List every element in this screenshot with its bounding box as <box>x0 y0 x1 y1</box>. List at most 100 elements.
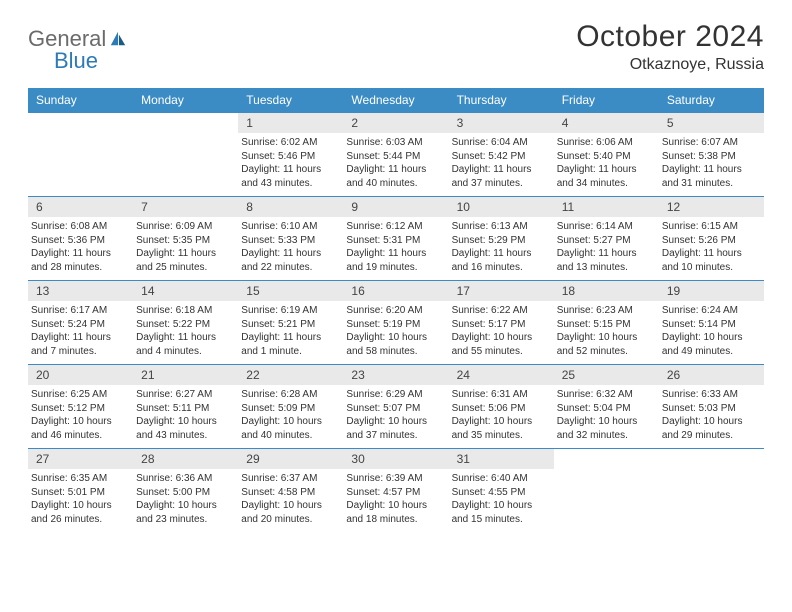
day-details: Sunrise: 6:39 AMSunset: 4:57 PMDaylight:… <box>343 469 448 529</box>
day-details: Sunrise: 6:09 AMSunset: 5:35 PMDaylight:… <box>133 217 238 277</box>
day-cell: 11Sunrise: 6:14 AMSunset: 5:27 PMDayligh… <box>554 197 659 281</box>
sunrise-line: Sunrise: 6:17 AM <box>31 304 129 318</box>
sunset-line: Sunset: 4:55 PM <box>452 486 550 500</box>
week-row: 1Sunrise: 6:02 AMSunset: 5:46 PMDaylight… <box>28 113 764 197</box>
calendar-table: SundayMondayTuesdayWednesdayThursdayFrid… <box>28 88 764 533</box>
sunrise-line: Sunrise: 6:04 AM <box>452 136 550 150</box>
day-cell: 2Sunrise: 6:03 AMSunset: 5:44 PMDaylight… <box>343 113 448 197</box>
sunset-line: Sunset: 5:33 PM <box>241 234 339 248</box>
day-number: 30 <box>343 449 448 469</box>
daylight-line: Daylight: 11 hours and 28 minutes. <box>31 247 129 274</box>
day-details: Sunrise: 6:20 AMSunset: 5:19 PMDaylight:… <box>343 301 448 361</box>
sunset-line: Sunset: 5:44 PM <box>346 150 444 164</box>
day-header: Wednesday <box>343 88 448 113</box>
day-details: Sunrise: 6:23 AMSunset: 5:15 PMDaylight:… <box>554 301 659 361</box>
sunrise-line: Sunrise: 6:36 AM <box>136 472 234 486</box>
sunset-line: Sunset: 5:40 PM <box>557 150 655 164</box>
day-cell: 13Sunrise: 6:17 AMSunset: 5:24 PMDayligh… <box>28 281 133 365</box>
sunset-line: Sunset: 4:58 PM <box>241 486 339 500</box>
day-details: Sunrise: 6:17 AMSunset: 5:24 PMDaylight:… <box>28 301 133 361</box>
sunset-line: Sunset: 5:36 PM <box>31 234 129 248</box>
daylight-line: Daylight: 10 hours and 40 minutes. <box>241 415 339 442</box>
day-number: 15 <box>238 281 343 301</box>
sunset-line: Sunset: 5:07 PM <box>346 402 444 416</box>
day-cell: 21Sunrise: 6:27 AMSunset: 5:11 PMDayligh… <box>133 365 238 449</box>
week-row: 13Sunrise: 6:17 AMSunset: 5:24 PMDayligh… <box>28 281 764 365</box>
sunset-line: Sunset: 5:19 PM <box>346 318 444 332</box>
day-number: 3 <box>449 113 554 133</box>
day-number: 7 <box>133 197 238 217</box>
day-cell: 24Sunrise: 6:31 AMSunset: 5:06 PMDayligh… <box>449 365 554 449</box>
sunrise-line: Sunrise: 6:32 AM <box>557 388 655 402</box>
sunset-line: Sunset: 5:35 PM <box>136 234 234 248</box>
day-number: 12 <box>659 197 764 217</box>
daylight-line: Daylight: 10 hours and 32 minutes. <box>557 415 655 442</box>
daylight-line: Daylight: 11 hours and 40 minutes. <box>346 163 444 190</box>
calendar-page: General October 2024 Otkaznoye, Russia B… <box>0 0 792 553</box>
day-cell: 29Sunrise: 6:37 AMSunset: 4:58 PMDayligh… <box>238 449 343 533</box>
day-cell: 31Sunrise: 6:40 AMSunset: 4:55 PMDayligh… <box>449 449 554 533</box>
sunset-line: Sunset: 5:21 PM <box>241 318 339 332</box>
sunrise-line: Sunrise: 6:23 AM <box>557 304 655 318</box>
daylight-line: Daylight: 11 hours and 34 minutes. <box>557 163 655 190</box>
day-number: 9 <box>343 197 448 217</box>
day-details: Sunrise: 6:15 AMSunset: 5:26 PMDaylight:… <box>659 217 764 277</box>
sunset-line: Sunset: 5:14 PM <box>662 318 760 332</box>
day-number: 1 <box>238 113 343 133</box>
day-details: Sunrise: 6:40 AMSunset: 4:55 PMDaylight:… <box>449 469 554 529</box>
day-number: 26 <box>659 365 764 385</box>
day-header-row: SundayMondayTuesdayWednesdayThursdayFrid… <box>28 88 764 113</box>
sunrise-line: Sunrise: 6:35 AM <box>31 472 129 486</box>
sunrise-line: Sunrise: 6:22 AM <box>452 304 550 318</box>
sunset-line: Sunset: 5:12 PM <box>31 402 129 416</box>
sunset-line: Sunset: 5:01 PM <box>31 486 129 500</box>
sunset-line: Sunset: 5:27 PM <box>557 234 655 248</box>
day-cell: 16Sunrise: 6:20 AMSunset: 5:19 PMDayligh… <box>343 281 448 365</box>
sunset-line: Sunset: 5:15 PM <box>557 318 655 332</box>
day-header: Sunday <box>28 88 133 113</box>
brand-part2-wrap: Blue <box>28 48 98 74</box>
day-number: 5 <box>659 113 764 133</box>
day-number: 10 <box>449 197 554 217</box>
title-block: October 2024 Otkaznoye, Russia <box>576 20 764 74</box>
day-cell: 26Sunrise: 6:33 AMSunset: 5:03 PMDayligh… <box>659 365 764 449</box>
day-details: Sunrise: 6:31 AMSunset: 5:06 PMDaylight:… <box>449 385 554 445</box>
day-number: 23 <box>343 365 448 385</box>
day-details: Sunrise: 6:19 AMSunset: 5:21 PMDaylight:… <box>238 301 343 361</box>
day-details: Sunrise: 6:22 AMSunset: 5:17 PMDaylight:… <box>449 301 554 361</box>
sunrise-line: Sunrise: 6:18 AM <box>136 304 234 318</box>
day-cell: 6Sunrise: 6:08 AMSunset: 5:36 PMDaylight… <box>28 197 133 281</box>
sunset-line: Sunset: 5:26 PM <box>662 234 760 248</box>
day-cell: 5Sunrise: 6:07 AMSunset: 5:38 PMDaylight… <box>659 113 764 197</box>
sunrise-line: Sunrise: 6:37 AM <box>241 472 339 486</box>
daylight-line: Daylight: 11 hours and 10 minutes. <box>662 247 760 274</box>
sunrise-line: Sunrise: 6:08 AM <box>31 220 129 234</box>
day-details: Sunrise: 6:36 AMSunset: 5:00 PMDaylight:… <box>133 469 238 529</box>
day-cell: 12Sunrise: 6:15 AMSunset: 5:26 PMDayligh… <box>659 197 764 281</box>
daylight-line: Daylight: 11 hours and 13 minutes. <box>557 247 655 274</box>
day-header: Monday <box>133 88 238 113</box>
sunrise-line: Sunrise: 6:07 AM <box>662 136 760 150</box>
day-cell: 15Sunrise: 6:19 AMSunset: 5:21 PMDayligh… <box>238 281 343 365</box>
month-title: October 2024 <box>576 20 764 54</box>
sunset-line: Sunset: 5:17 PM <box>452 318 550 332</box>
brand-part2: Blue <box>54 48 98 73</box>
sunset-line: Sunset: 5:24 PM <box>31 318 129 332</box>
day-details: Sunrise: 6:04 AMSunset: 5:42 PMDaylight:… <box>449 133 554 193</box>
day-number: 14 <box>133 281 238 301</box>
daylight-line: Daylight: 11 hours and 7 minutes. <box>31 331 129 358</box>
day-number: 29 <box>238 449 343 469</box>
daylight-line: Daylight: 10 hours and 35 minutes. <box>452 415 550 442</box>
day-cell: 17Sunrise: 6:22 AMSunset: 5:17 PMDayligh… <box>449 281 554 365</box>
day-cell <box>133 113 238 197</box>
sunset-line: Sunset: 5:38 PM <box>662 150 760 164</box>
location-label: Otkaznoye, Russia <box>576 56 764 74</box>
day-header: Friday <box>554 88 659 113</box>
day-details: Sunrise: 6:32 AMSunset: 5:04 PMDaylight:… <box>554 385 659 445</box>
day-details: Sunrise: 6:08 AMSunset: 5:36 PMDaylight:… <box>28 217 133 277</box>
sunrise-line: Sunrise: 6:20 AM <box>346 304 444 318</box>
day-details: Sunrise: 6:24 AMSunset: 5:14 PMDaylight:… <box>659 301 764 361</box>
sunrise-line: Sunrise: 6:33 AM <box>662 388 760 402</box>
day-number: 27 <box>28 449 133 469</box>
daylight-line: Daylight: 10 hours and 49 minutes. <box>662 331 760 358</box>
